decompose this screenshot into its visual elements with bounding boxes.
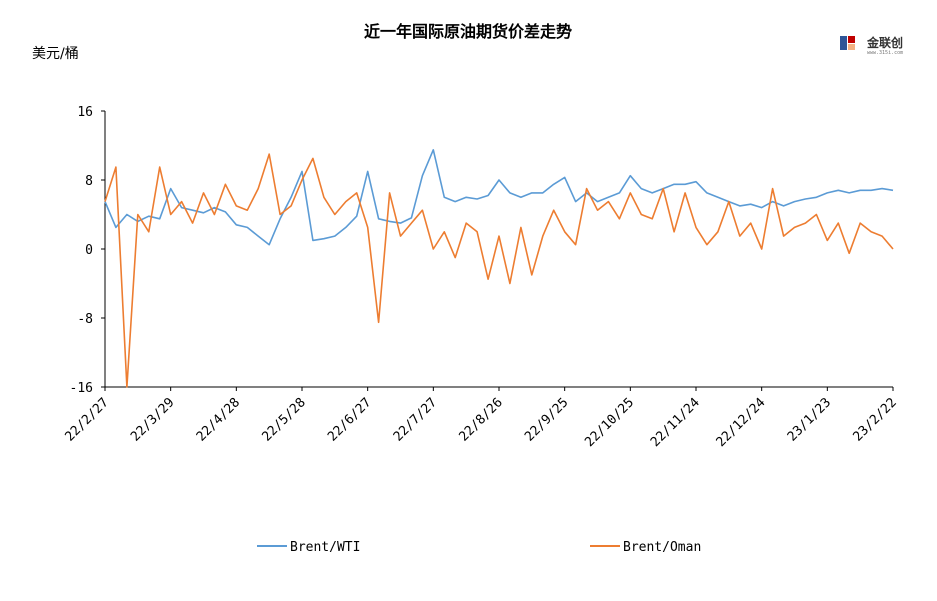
x-tick-label: 22/8/26 bbox=[456, 395, 505, 444]
x-ticks: 22/2/27 22/3/29 22/4/28 22/5/28 22/6/27 22/7/… bbox=[62, 387, 900, 450]
series-line-brent-wti bbox=[104, 149, 894, 246]
logo-text: 金联创 bbox=[866, 35, 903, 50]
legend-item-brent-oman: Brent/Oman bbox=[590, 540, 701, 555]
legend-label-brent-oman: Brent/Oman bbox=[623, 540, 701, 555]
x-tick-label: 22/2/27 bbox=[62, 395, 111, 444]
x-tick-label: 22/11/24 bbox=[648, 395, 703, 450]
y-tick-label: -8 bbox=[77, 312, 93, 327]
chart-title: 近一年国际原油期货价差走势 bbox=[364, 22, 572, 41]
x-tick-label: 22/3/29 bbox=[128, 395, 177, 444]
x-tick-label: 22/7/27 bbox=[391, 395, 440, 444]
logo-subtext: www.315i.com bbox=[867, 50, 903, 56]
x-tick-label: 22/5/28 bbox=[259, 395, 308, 444]
x-tick-label: 22/10/25 bbox=[582, 395, 637, 450]
x-tick-label: 22/9/25 bbox=[522, 395, 571, 444]
logo-icon bbox=[840, 36, 855, 50]
legend-label-brent-wti: Brent/WTI bbox=[290, 540, 360, 555]
series-layer bbox=[104, 149, 894, 388]
axes bbox=[104, 111, 893, 388]
brand-logo: 金联创 www.315i.com bbox=[840, 35, 903, 56]
x-tick-label: 23/2/22 bbox=[850, 395, 899, 444]
y-tick-label: -16 bbox=[70, 381, 93, 396]
y-tick-label: 16 bbox=[77, 105, 93, 120]
y-tick-label: 8 bbox=[85, 174, 93, 189]
y-ticks: 16 8 0 -8 -16 bbox=[70, 105, 105, 396]
y-axis-unit-label: 美元/桶 bbox=[32, 46, 79, 62]
series-line-brent-oman bbox=[104, 153, 894, 388]
x-tick-label: 23/1/23 bbox=[785, 395, 834, 444]
legend: Brent/WTI Brent/Oman bbox=[257, 540, 701, 555]
x-tick-label: 22/12/24 bbox=[714, 395, 769, 450]
y-tick-label: 0 bbox=[85, 243, 93, 258]
legend-item-brent-wti: Brent/WTI bbox=[257, 540, 360, 555]
x-tick-label: 22/6/27 bbox=[325, 395, 374, 444]
x-tick-label: 22/4/28 bbox=[194, 395, 243, 444]
